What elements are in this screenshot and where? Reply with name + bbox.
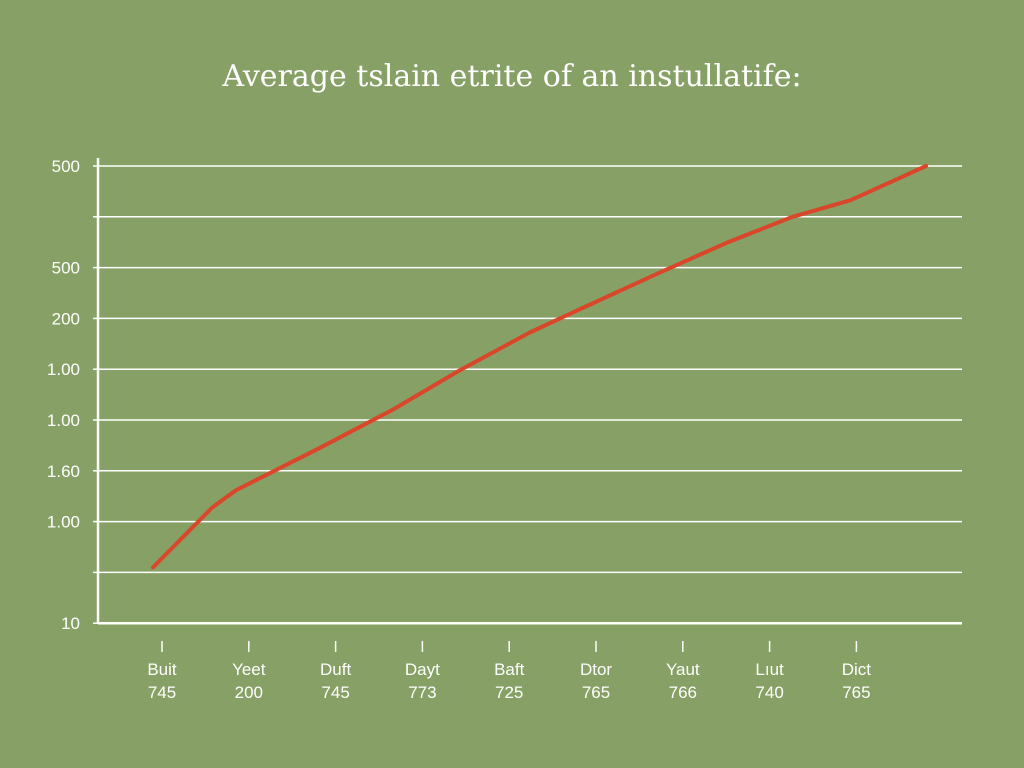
y-tick-label: 10 <box>61 614 80 633</box>
chart-title: Average tslain etrite of an instullatife… <box>221 59 801 94</box>
x-tick-value: 745 <box>148 683 176 702</box>
y-tick-label: 1.00 <box>47 513 80 532</box>
x-tick-value: 725 <box>495 683 523 702</box>
x-axis-ticks: Buit 745 Yeet 200 Duft 745 Dayt 773 Baft 725 Dtor 7… <box>147 641 871 702</box>
grid-lines <box>98 165 962 625</box>
x-tick-value: 773 <box>408 683 436 702</box>
x-tick-value: 740 <box>755 683 783 702</box>
x-tick-label: Dayt <box>405 660 440 679</box>
x-tick-value: 765 <box>842 683 870 702</box>
x-tick-label: Yaut <box>666 660 700 679</box>
y-tick-label: 200 <box>52 309 80 328</box>
x-tick-label: Baft <box>494 660 525 679</box>
series-line <box>151 164 928 570</box>
y-tick-label: 500 <box>52 157 80 176</box>
x-tick-value: 765 <box>582 683 610 702</box>
y-tick-label: 1.00 <box>47 411 80 430</box>
y-tick-label: 1.60 <box>47 462 80 481</box>
x-tick-value: 745 <box>321 683 349 702</box>
x-tick-label: Dtor <box>580 660 612 679</box>
x-tick-value: 766 <box>669 683 697 702</box>
x-tick-label: Duft <box>320 660 351 679</box>
y-tick-label: 1.00 <box>47 360 80 379</box>
y-axis-ticks: 500 500 200 1.00 1.00 1.60 1.00 10 <box>47 157 98 633</box>
x-tick-label: Buit <box>147 660 177 679</box>
y-tick-label: 500 <box>52 259 80 278</box>
series-group <box>151 164 928 570</box>
x-tick-value: 200 <box>235 683 263 702</box>
x-tick-label: Yeet <box>232 660 266 679</box>
x-tick-label: Lıut <box>755 660 784 679</box>
x-tick-label: Dict <box>842 660 872 679</box>
